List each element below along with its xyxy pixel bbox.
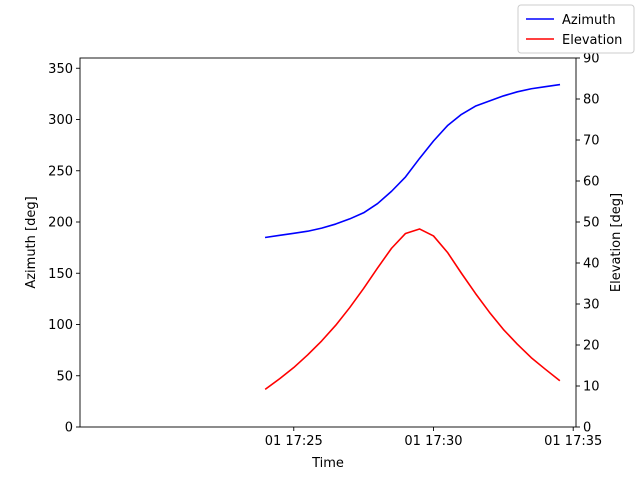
y-right-tick-label: 90 xyxy=(583,52,600,67)
x-tick-label: 01 17:30 xyxy=(404,434,462,449)
y-right-tick-label: 60 xyxy=(583,175,600,190)
y-left-tick-label: 100 xyxy=(48,318,73,333)
y-right-tick-label: 70 xyxy=(583,134,600,149)
legend: Azimuth Elevation xyxy=(517,4,635,54)
y-left-tick-label: 150 xyxy=(48,267,73,282)
y-right-tick-label: 50 xyxy=(583,216,600,231)
y-right-tick-label: 30 xyxy=(583,298,600,313)
legend-label-azimuth: Azimuth xyxy=(562,13,616,28)
y-right-tick-label: 20 xyxy=(583,339,600,354)
y-axis-label-right: Elevation [deg] xyxy=(609,193,624,292)
series-layer xyxy=(264,83,561,390)
y-right-tick-label: 0 xyxy=(583,421,591,436)
y-axis-label-left: Azimuth [deg] xyxy=(24,196,39,288)
series-line-azimuth xyxy=(264,83,561,239)
x-tick-label: 01 17:35 xyxy=(544,434,602,449)
plot-frame xyxy=(79,57,577,428)
y-right-tick-label: 80 xyxy=(583,93,600,108)
plot-area xyxy=(80,58,576,427)
y-left-tick-label: 250 xyxy=(48,164,73,179)
x-tick-label: 01 17:25 xyxy=(265,434,323,449)
y-left-tick-label: 300 xyxy=(48,113,73,128)
legend-box xyxy=(517,4,635,54)
y-left-tick-label: 50 xyxy=(56,369,73,384)
y-left-tick-label: 0 xyxy=(65,421,73,436)
y-right-tick-label: 40 xyxy=(583,257,600,272)
y-left-tick-label: 350 xyxy=(48,62,73,77)
series-line-elevation xyxy=(264,228,561,390)
legend-label-elevation: Elevation xyxy=(562,33,622,48)
plot-background xyxy=(80,58,576,427)
y-left-tick-label: 200 xyxy=(48,216,73,231)
axes-layer: 01 17:25 01 17:30 01 17:350501001502002503… xyxy=(48,52,602,450)
x-axis-label: Time xyxy=(311,456,344,471)
y-right-tick-label: 10 xyxy=(583,380,600,395)
